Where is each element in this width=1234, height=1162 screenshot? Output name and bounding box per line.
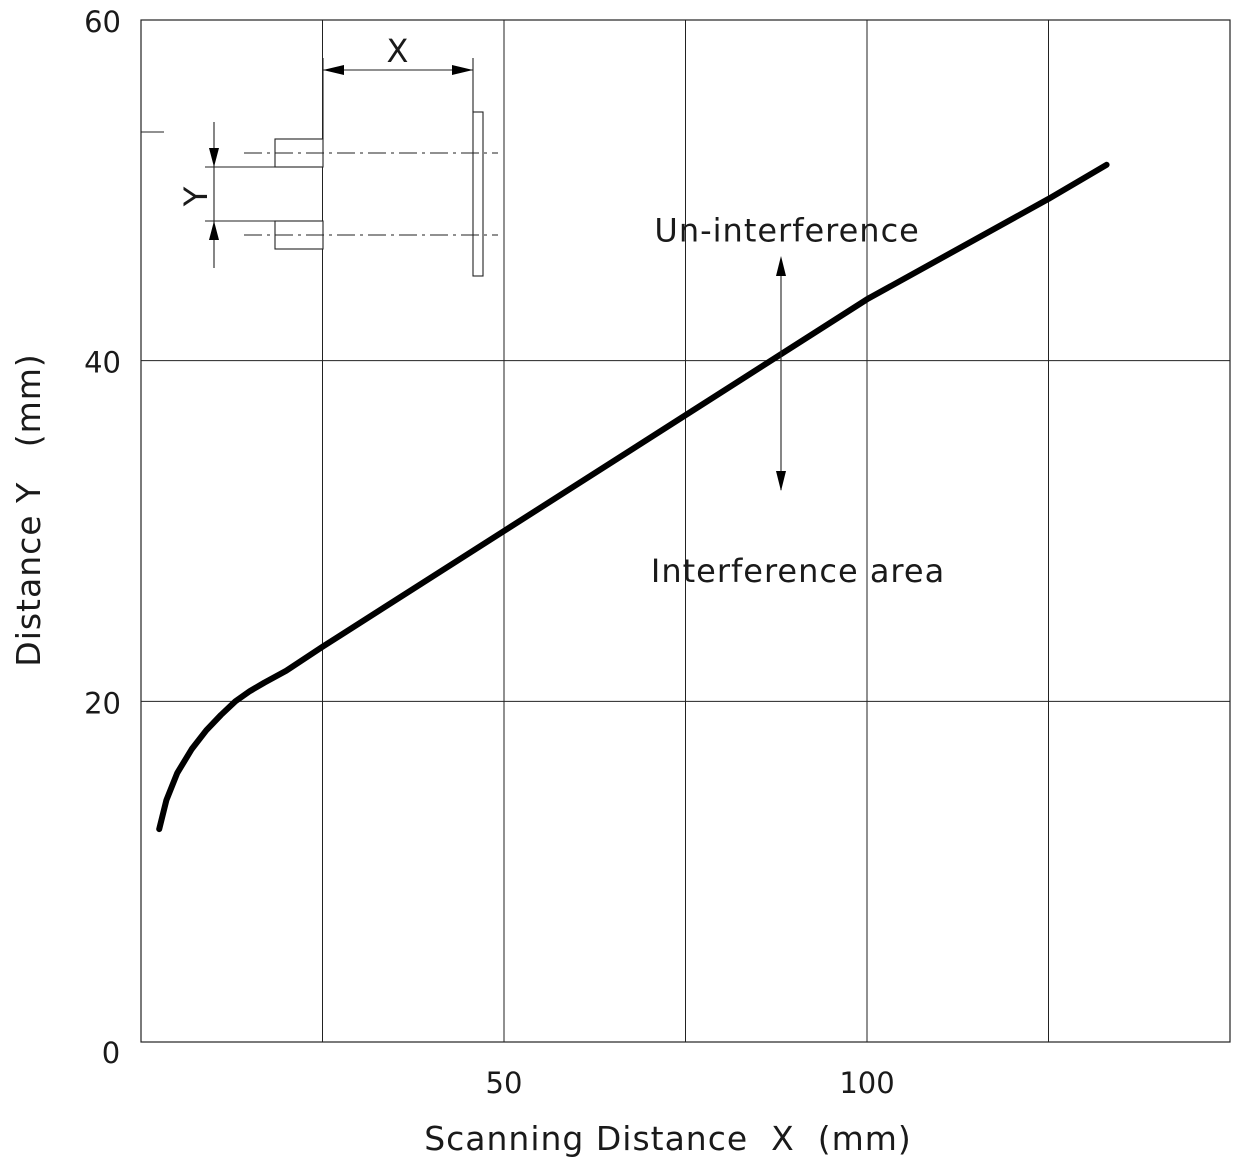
annotation-interference-area: Interference area [651,552,945,590]
inset-y-arrow-upper [209,148,219,167]
inset-x-arrow-left [323,65,344,75]
inset-diagram: X Y [177,32,498,277]
origin-tick-label: 0 [102,1036,120,1070]
inset-y-arrow-lower [209,221,219,240]
grid [141,20,1230,1042]
region-arrow-down [776,471,786,491]
y-tick-label-2: 60 [84,5,121,39]
inset-x-label: X [387,32,410,70]
y-tick-label-0: 20 [84,686,121,720]
inset-target-plate [472,111,484,277]
x-tick-label-2: 100 [839,1066,894,1100]
x-tick-label-1: 50 [486,1066,523,1100]
y-axis-label: Distance Y (mm) [9,353,48,666]
annotations: Un-interference Interference area [651,211,945,590]
x-axis-label: Scanning Distance X (mm) [424,1119,912,1158]
inset-x-arrow-right [452,65,473,75]
region-arrow-up [776,256,786,276]
plot-frame [140,19,1231,1043]
y-tick-label-1: 40 [84,346,121,380]
annotation-un-interference: Un-interference [654,211,919,249]
tick-labels: 50 100 0 20 40 60 [84,5,895,1100]
inset-y-label: Y [177,186,215,208]
series-line [156,161,1110,833]
